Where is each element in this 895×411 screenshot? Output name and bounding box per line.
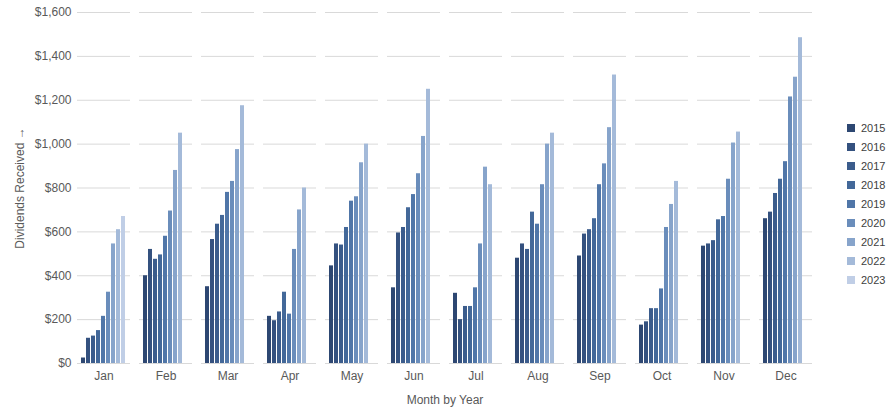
html-text:2023: 2023	[861, 273, 886, 286]
html-text:2021: 2021	[861, 235, 886, 248]
svg-text:Jan: Jan	[94, 369, 113, 383]
svg-text:Month by Year: Month by Year	[407, 393, 484, 407]
svg-text:$600: $600	[45, 225, 72, 239]
svg-text:Apr: Apr	[281, 369, 300, 383]
svg-text:Jun: Jun	[404, 369, 423, 383]
svg-text:Dividends Received →: Dividends Received →	[13, 127, 27, 248]
svg-text:Dec: Dec	[775, 369, 796, 383]
svg-text:May: May	[341, 369, 364, 383]
svg-text:Feb: Feb	[156, 369, 177, 383]
html-text:2018: 2018	[861, 178, 886, 191]
svg-text:Mar: Mar	[218, 369, 239, 383]
svg-text:Aug: Aug	[527, 369, 548, 383]
svg-text:$200: $200	[45, 312, 72, 326]
html-text:2020: 2020	[861, 216, 886, 229]
html-text:2019: 2019	[861, 197, 886, 210]
svg-text:$1,000: $1,000	[35, 137, 72, 151]
svg-text:Oct: Oct	[653, 369, 672, 383]
svg-text:Sep: Sep	[589, 369, 611, 383]
svg-text:$1,200: $1,200	[35, 93, 72, 107]
svg-text:$800: $800	[45, 181, 72, 195]
html-text:2022: 2022	[861, 254, 886, 267]
svg-text:$1,400: $1,400	[35, 49, 72, 63]
html-text:2015: 2015	[861, 121, 886, 134]
html-text:2016: 2016	[861, 140, 886, 153]
svg-text:Jul: Jul	[468, 369, 483, 383]
svg-text:$0: $0	[58, 356, 72, 370]
svg-text:Nov: Nov	[713, 369, 734, 383]
html-text:2017: 2017	[861, 159, 886, 172]
svg-text:$1,600: $1,600	[35, 5, 72, 19]
svg-text:$400: $400	[45, 269, 72, 283]
